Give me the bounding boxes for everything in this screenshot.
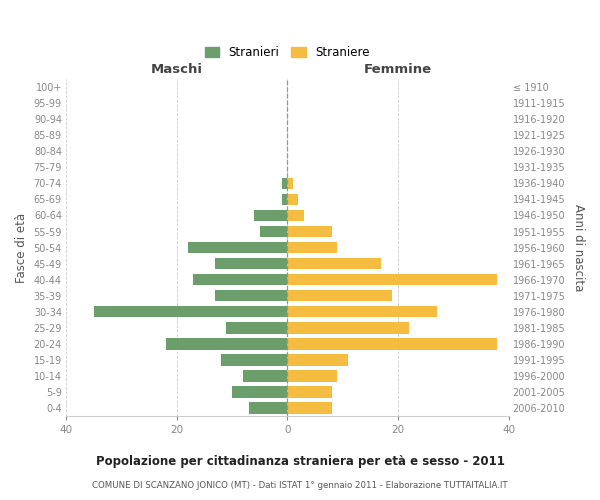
Bar	[287, 322, 409, 334]
Bar	[243, 370, 287, 382]
Bar	[248, 402, 287, 413]
Y-axis label: Fasce di età: Fasce di età	[15, 212, 28, 282]
Bar	[215, 290, 287, 302]
Bar	[287, 306, 437, 318]
Legend: Stranieri, Straniere: Stranieri, Straniere	[200, 42, 374, 64]
Text: COMUNE DI SCANZANO JONICO (MT) - Dati ISTAT 1° gennaio 2011 - Elaborazione TUTTA: COMUNE DI SCANZANO JONICO (MT) - Dati IS…	[92, 481, 508, 490]
Bar	[287, 258, 382, 270]
Bar	[287, 386, 332, 398]
Bar	[287, 338, 497, 349]
Bar	[287, 242, 337, 254]
Bar	[232, 386, 287, 398]
Bar	[166, 338, 287, 349]
Bar	[287, 354, 348, 366]
Bar	[254, 210, 287, 222]
Bar	[282, 178, 287, 189]
Bar	[287, 210, 304, 222]
Bar	[215, 258, 287, 270]
Bar	[94, 306, 287, 318]
Bar	[188, 242, 287, 254]
Text: Maschi: Maschi	[151, 63, 203, 76]
Bar	[226, 322, 287, 334]
Bar	[282, 194, 287, 205]
Bar	[287, 194, 298, 205]
Bar	[287, 402, 332, 413]
Bar	[221, 354, 287, 366]
Bar	[287, 226, 332, 237]
Bar	[287, 370, 337, 382]
Bar	[287, 274, 497, 285]
Text: Popolazione per cittadinanza straniera per età e sesso - 2011: Popolazione per cittadinanza straniera p…	[95, 454, 505, 468]
Bar	[287, 290, 392, 302]
Bar	[260, 226, 287, 237]
Bar	[193, 274, 287, 285]
Bar	[287, 178, 293, 189]
Y-axis label: Anni di nascita: Anni di nascita	[572, 204, 585, 291]
Text: Femmine: Femmine	[364, 63, 432, 76]
